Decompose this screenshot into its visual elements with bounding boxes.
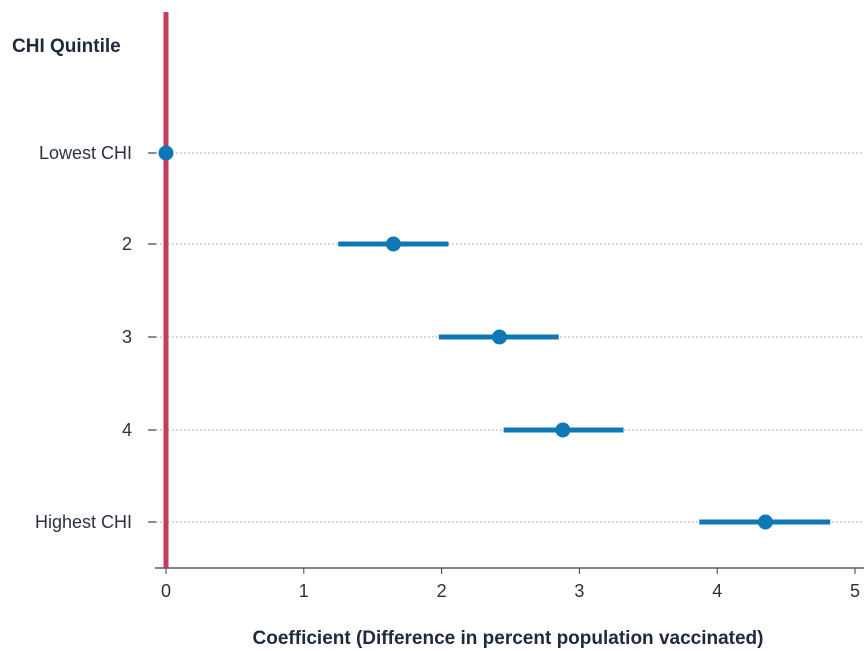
point-estimate: [385, 236, 401, 252]
x-tick-label: 0: [161, 581, 171, 601]
x-axis-title: Coefficient (Difference in percent popul…: [253, 628, 764, 649]
point-estimate: [158, 145, 174, 161]
category-labels: Lowest CHI 2 3 4 Highest CHI: [35, 143, 132, 532]
category-label: 4: [122, 420, 132, 440]
x-tick-labels: 0 1 2 3 4 5: [161, 568, 860, 601]
y-axis-title: CHI Quintile: [12, 36, 121, 57]
x-tick-label: 4: [712, 581, 722, 601]
category-label: Lowest CHI: [39, 143, 132, 163]
point-estimate: [555, 422, 571, 438]
category-label: 3: [122, 327, 132, 347]
point-estimate: [491, 329, 507, 345]
category-label: 2: [122, 234, 132, 254]
category-label: Highest CHI: [35, 512, 132, 532]
point-estimate: [757, 514, 773, 530]
x-tick-label: 5: [850, 581, 860, 601]
coefficient-marks: [158, 145, 831, 530]
x-tick-label: 1: [299, 581, 309, 601]
x-tick-label: 2: [437, 581, 447, 601]
x-tick-label: 3: [574, 581, 584, 601]
